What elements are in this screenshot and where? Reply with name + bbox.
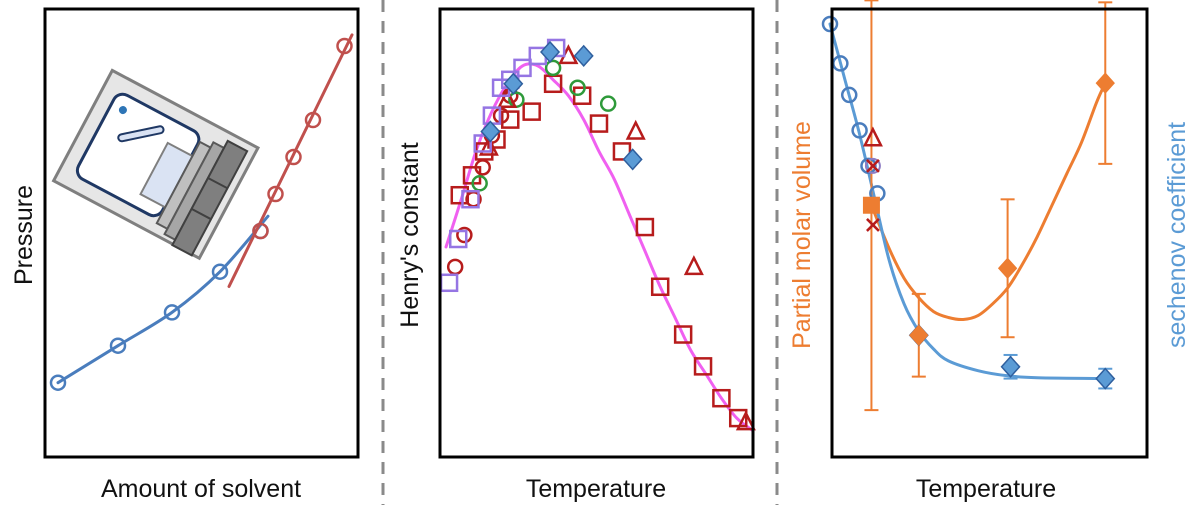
- data-point-purple-squares: [448, 229, 468, 249]
- data-point-red-circles: [456, 226, 473, 244]
- data-point-blue-diamonds: [480, 120, 501, 143]
- data-point-sechenov-circles: [821, 15, 839, 33]
- data-point-high-pressure-branch: [252, 222, 269, 240]
- data-point-blue-diamonds: [622, 148, 643, 171]
- y-axis-label-sechenov: sechenov coefficient: [1163, 122, 1191, 348]
- data-point-partial-molar-volume: [909, 324, 929, 347]
- data-point-low-pressure-branch: [163, 304, 181, 321]
- fit-line-fit: [444, 62, 754, 432]
- panel-molar-volume-sechenov: Temperature Partial molar volume secheno…: [788, 0, 1191, 503]
- data-point-high-pressure-branch: [267, 185, 284, 203]
- data-point-low-pressure-branch: [109, 337, 127, 354]
- data-point-green-circles: [569, 79, 586, 97]
- y-axis-label-pressure: Pressure: [10, 185, 38, 285]
- data-point-high-pressure-branch: [304, 111, 322, 129]
- data-point-red-triangles: [497, 87, 518, 108]
- data-point-purple-squares: [473, 134, 492, 153]
- data-point-red-squares: [635, 217, 655, 237]
- plot-frame-sechenov: [830, 7, 1149, 459]
- data-point-red-circles: [446, 258, 464, 276]
- y-axis-label-partial-molar-volume: Partial molar volume: [788, 121, 816, 349]
- data-point-red-squares: [712, 388, 731, 408]
- data-point-purple-squares: [439, 273, 459, 293]
- data-point-red-squares: [501, 110, 520, 129]
- data-point-red-triangles: [683, 255, 704, 276]
- panel-pressure-solvent: Amount of solvent Pressure: [10, 7, 360, 503]
- plot-frame-pressure: [43, 7, 360, 459]
- data-point-sechenov-circles: [840, 86, 858, 104]
- data-point-partial-molar-volume: [1095, 72, 1115, 94]
- data-point-sechenov-circles: [851, 122, 868, 139]
- x-axis-label-henry: Temperature: [526, 475, 666, 503]
- x-axis-label-pressure: Amount of solvent: [101, 475, 301, 503]
- data-point-red-squares: [693, 357, 713, 376]
- plot-area-pressure: [49, 33, 354, 391]
- data-point-red-triangles: [735, 410, 756, 431]
- data-point-blue-diamonds: [573, 44, 594, 68]
- fit-line-orange-fit: [869, 81, 1107, 322]
- data-point-purple-squares: [513, 58, 532, 78]
- y-axis-label-henry: Henry's constant: [396, 142, 424, 327]
- plot-area-sechenov: [821, 0, 1116, 412]
- data-point-dark-red-markers: [862, 126, 883, 147]
- data-point-red-squares: [522, 102, 541, 121]
- data-point-dark-red-markers: [864, 157, 881, 174]
- data-point-high-pressure-branch: [336, 37, 353, 55]
- data-point-dark-red-markers: [866, 218, 880, 232]
- data-point-red-squares: [650, 277, 670, 297]
- fit-line-red-fit: [227, 33, 354, 288]
- data-point-blue-diamonds: [540, 40, 561, 64]
- data-point-green-circles: [544, 59, 562, 77]
- equilibrium-cell-icon: [51, 68, 261, 261]
- data-point-low-pressure-branch: [49, 374, 67, 391]
- data-point-red-squares: [572, 86, 592, 105]
- data-point-purple-squares: [461, 189, 480, 209]
- plot-frame-henry: [438, 7, 755, 459]
- data-point-high-pressure-branch: [285, 148, 302, 166]
- data-point-partial-molar-volume: [997, 257, 1018, 280]
- data-point-orange-square: [862, 196, 880, 214]
- data-point-red-triangles: [625, 119, 646, 140]
- fit-line-blue-fit: [56, 214, 270, 385]
- data-point-red-squares: [589, 114, 609, 133]
- data-point-blue-diamonds: [503, 72, 524, 95]
- data-point-red-triangles: [478, 135, 499, 156]
- data-point-sechenov-diamonds: [1000, 355, 1021, 378]
- data-point-red-squares: [673, 325, 693, 344]
- data-point-green-circles: [599, 95, 617, 112]
- x-axis-label-sechenov: Temperature: [916, 475, 1056, 503]
- data-point-red-circles: [474, 159, 491, 176]
- panel-henrys-constant: Temperature Henry's constant: [396, 7, 756, 503]
- data-point-low-pressure-branch: [211, 263, 229, 280]
- data-point-sechenov-diamonds: [1095, 367, 1116, 390]
- data-point-sechenov-circles: [860, 157, 877, 175]
- plot-area-henry: [439, 38, 756, 432]
